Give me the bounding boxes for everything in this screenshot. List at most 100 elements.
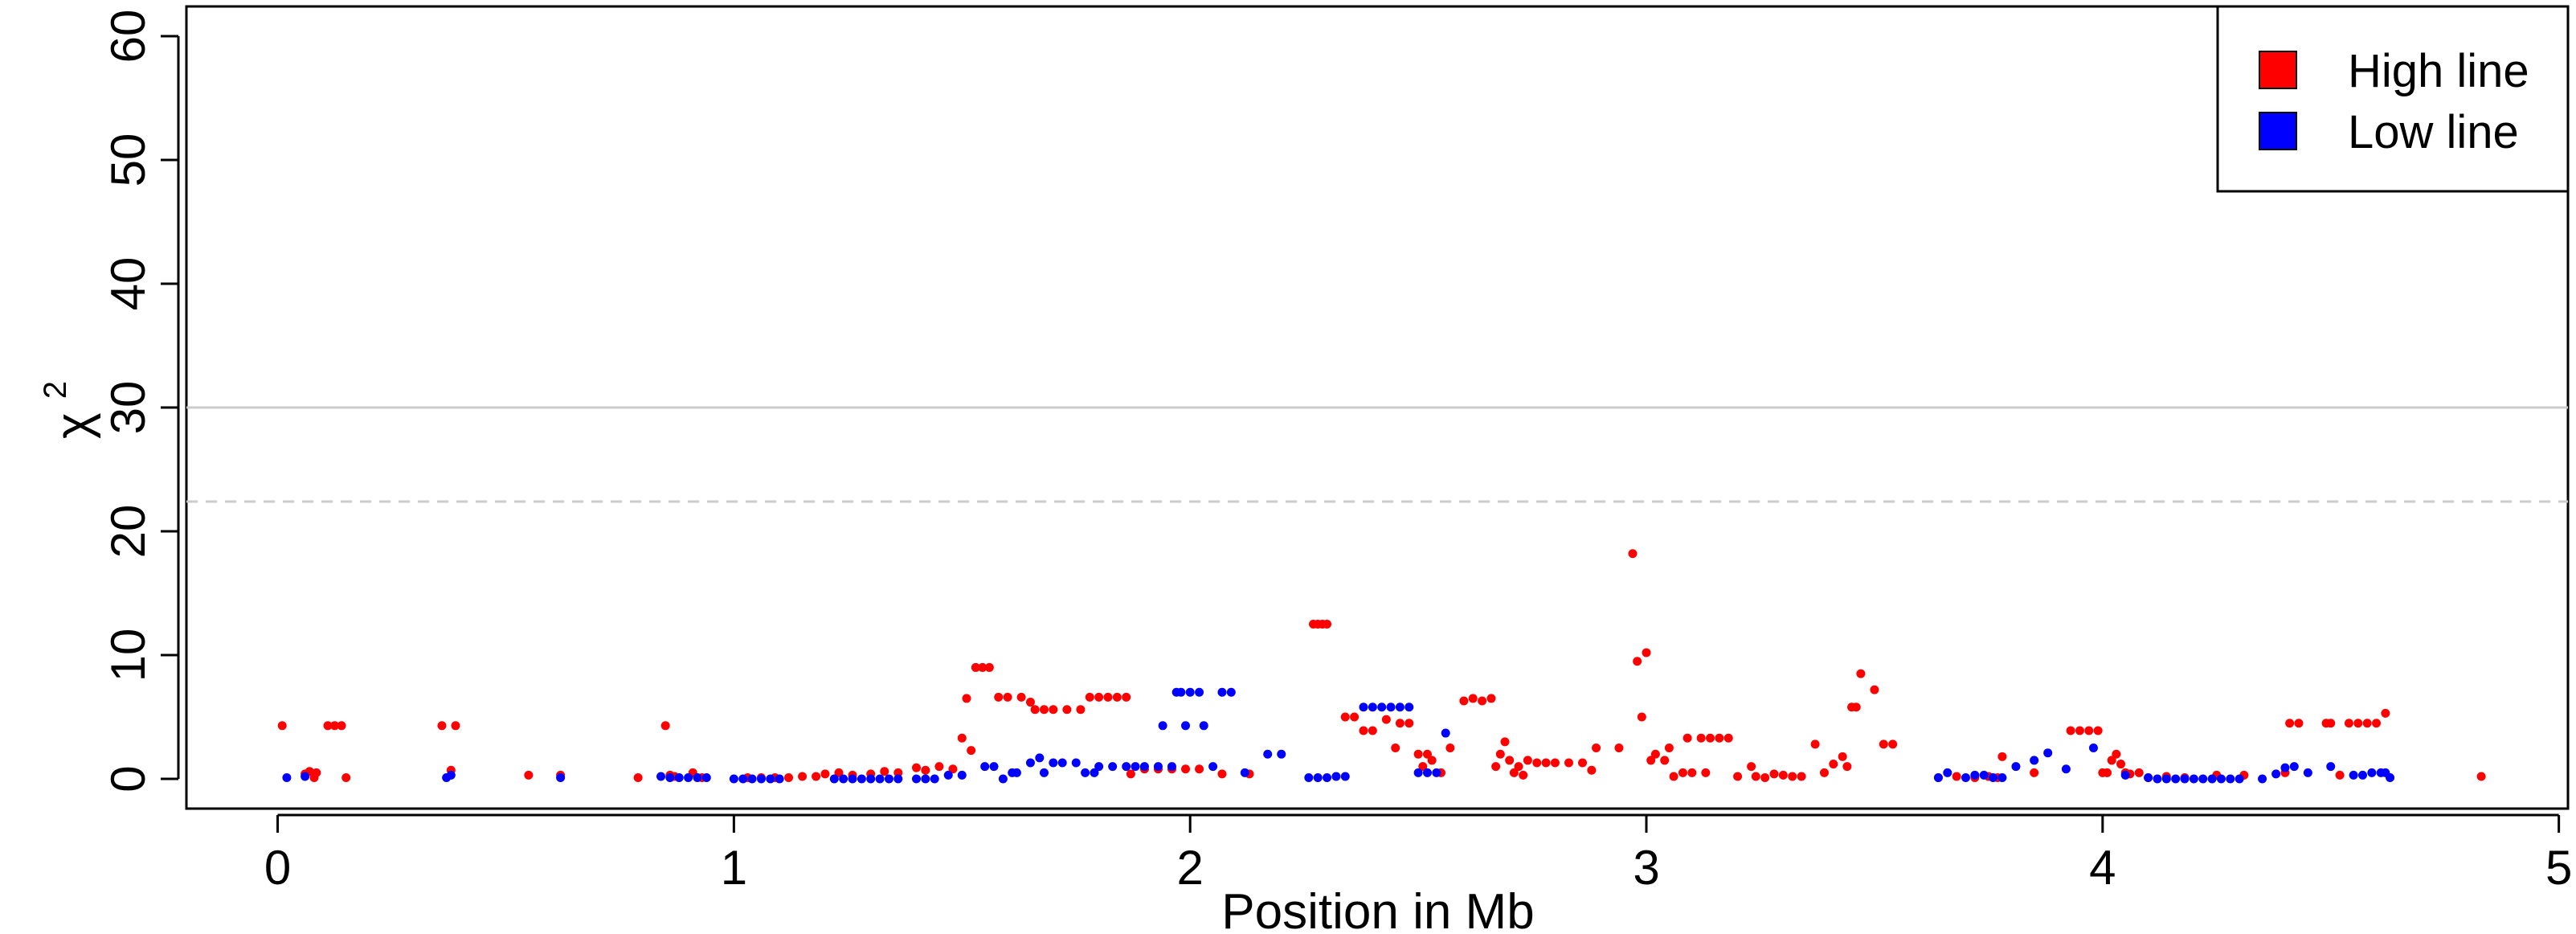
data-point-high-line: [451, 721, 460, 731]
data-point-high-line: [2116, 760, 2126, 769]
data-point-high-line: [1592, 744, 1601, 753]
data-point-high-line: [1112, 692, 1122, 702]
data-point-low-line: [2207, 774, 2217, 784]
data-point-high-line: [1076, 705, 1086, 715]
data-point-low-line: [839, 774, 848, 784]
data-point-high-line: [934, 762, 944, 772]
data-point-low-line: [747, 774, 757, 784]
data-point-high-line: [1778, 770, 1788, 780]
data-point-high-line: [798, 772, 808, 781]
data-point-low-line: [998, 774, 1008, 784]
data-point-low-line: [656, 772, 666, 781]
data-point-high-line: [323, 721, 333, 731]
y-axis-title-symbol: χ: [46, 412, 101, 439]
data-point-low-line: [866, 774, 876, 784]
data-point-high-line: [1733, 772, 1743, 781]
data-point-high-line: [1217, 769, 1227, 779]
data-point-high-line: [1633, 657, 1642, 666]
data-point-low-line: [1340, 772, 1350, 781]
data-point-low-line: [1199, 721, 1208, 731]
data-point-low-line: [1208, 762, 1218, 772]
x-tick-label: 4: [2089, 841, 2116, 895]
data-point-high-line: [962, 694, 971, 703]
data-point-high-line: [1126, 769, 1135, 779]
data-point-high-line: [1838, 752, 1847, 761]
legend-label-high-line: High line: [2348, 45, 2529, 97]
legend-box: [2216, 5, 2570, 193]
data-point-high-line: [1587, 765, 1597, 775]
data-point-low-line: [775, 774, 784, 784]
data-point-high-line: [1422, 749, 1432, 759]
x-tick-label: 5: [2545, 841, 2572, 895]
data-point-high-line: [2294, 719, 2304, 728]
data-point-low-line: [857, 774, 866, 784]
y-tick-label: 30: [101, 381, 155, 435]
data-point-low-line: [2011, 762, 2021, 772]
data-point-high-line: [2372, 719, 2382, 728]
data-point-high-line: [1391, 744, 1400, 753]
data-point-low-line: [2216, 774, 2226, 784]
data-point-low-line: [1441, 728, 1450, 738]
data-point-high-line: [1769, 769, 1779, 779]
data-point-high-line: [1094, 692, 1104, 702]
data-point-high-line: [1797, 772, 1806, 781]
data-point-low-line: [1405, 703, 1414, 712]
y-tick-label: 0: [101, 765, 155, 792]
data-point-low-line: [1217, 687, 1227, 697]
legend: High line Low line: [2216, 5, 2570, 193]
data-point-low-line: [1377, 703, 1387, 712]
data-point-high-line: [2476, 772, 2486, 781]
data-point-high-line: [1628, 549, 1638, 559]
data-point-low-line: [446, 770, 456, 780]
data-point-high-line: [2066, 726, 2075, 735]
data-point-high-line: [2075, 726, 2084, 735]
data-point-low-line: [1185, 687, 1195, 697]
data-point-low-line: [2144, 772, 2153, 782]
data-point-low-line: [1263, 749, 1273, 759]
data-point-low-line: [1422, 768, 1432, 777]
data-point-high-line: [1395, 719, 1405, 728]
data-point-high-line: [1368, 726, 1377, 735]
data-point-low-line: [1039, 768, 1049, 777]
data-point-low-line: [2349, 770, 2358, 780]
data-point-low-line: [701, 772, 711, 782]
data-point-low-line: [1122, 762, 1131, 772]
data-point-low-line: [1153, 762, 1163, 772]
data-point-high-line: [2335, 770, 2345, 780]
data-point-low-line: [1432, 768, 1441, 777]
data-point-low-line: [1012, 768, 1021, 777]
legend-swatch-high-line: [2259, 51, 2297, 89]
data-point-low-line: [1359, 703, 1368, 712]
data-point-low-line: [693, 772, 702, 782]
y-axis: 0 10 20 30 40 50 60: [101, 10, 180, 793]
data-point-low-line: [2043, 748, 2053, 758]
data-point-low-line: [1943, 768, 1952, 777]
y-axis-title: χ 2: [38, 381, 101, 439]
data-point-high-line: [1532, 758, 1542, 768]
data-point-high-line: [2112, 749, 2121, 759]
data-point-high-line: [1829, 760, 1838, 769]
data-point-high-line: [1359, 726, 1368, 735]
data-point-low-line: [2120, 770, 2130, 780]
data-point-high-line: [1888, 739, 1898, 749]
data-point-low-line: [556, 772, 566, 782]
data-point-low-line: [684, 772, 693, 782]
y-tick-label: 20: [101, 505, 155, 559]
data-point-low-line: [2030, 756, 2039, 765]
data-point-high-line: [994, 692, 1004, 702]
x-axis: 0 1 2 3 4 5: [264, 813, 2572, 895]
data-point-low-line: [2235, 774, 2244, 784]
data-point-high-line: [1879, 739, 1888, 749]
data-point-high-line: [1706, 733, 1715, 743]
data-point-high-line: [1505, 756, 1515, 765]
data-point-low-line: [2280, 763, 2290, 772]
data-point-low-line: [2357, 770, 2367, 780]
data-point-low-line: [1323, 772, 1332, 782]
data-point-high-line: [1760, 772, 1770, 782]
data-point-low-line: [2367, 768, 2377, 777]
data-point-high-line: [1519, 770, 1528, 780]
data-point-low-line: [848, 774, 857, 784]
data-point-high-line: [921, 765, 930, 775]
data-point-high-line: [1642, 648, 1651, 657]
